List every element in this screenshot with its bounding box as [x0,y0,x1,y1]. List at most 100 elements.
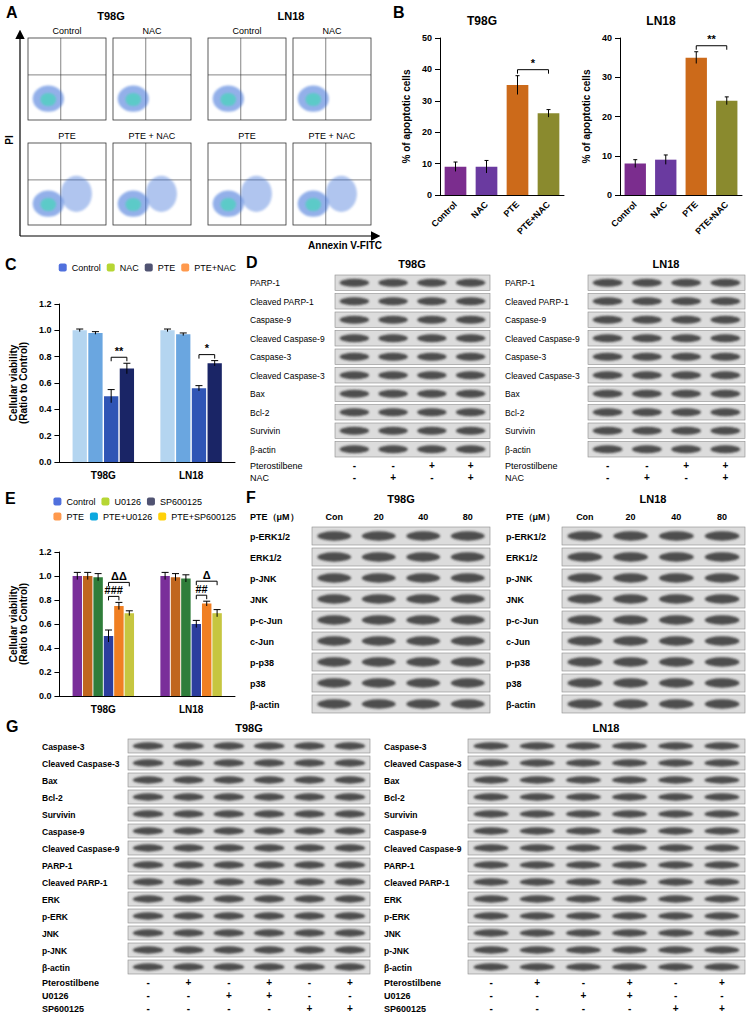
svg-text:Caspase-3: Caspase-3 [42,742,85,752]
svg-text:Bax: Bax [42,776,58,786]
svg-text:Cleaved Caspase-9: Cleaved Caspase-9 [42,844,120,854]
svg-text:10: 10 [422,159,432,169]
svg-text:NAC: NAC [142,26,162,36]
svg-text:LN18: LN18 [179,704,204,715]
svg-text:Survivin: Survivin [42,810,76,820]
svg-text:-: - [489,990,492,1001]
svg-text:+: + [468,472,474,483]
svg-text:PTE+NAC: PTE+NAC [515,199,552,236]
svg-text:PTE: PTE [238,131,256,141]
svg-text:LN18: LN18 [593,722,620,734]
svg-text:LN18: LN18 [653,258,680,270]
svg-text:-: - [489,1003,492,1014]
svg-text:40: 40 [671,512,681,522]
svg-text:JNK: JNK [42,929,60,939]
svg-text:30: 30 [422,96,432,106]
svg-text:Cleaved PARP-1: Cleaved PARP-1 [505,297,569,307]
svg-text:% of apoptotic cells: % of apoptotic cells [581,69,592,163]
svg-text:JNK: JNK [384,929,402,939]
svg-text:*: * [531,57,536,69]
svg-text:Control: Control [429,199,459,229]
svg-text:p38: p38 [506,679,522,689]
svg-text:-: - [536,1003,539,1014]
svg-text:Bcl-2: Bcl-2 [505,408,525,418]
svg-text:Cleaved Caspase-3: Cleaved Caspase-3 [505,371,580,381]
svg-text:+: + [683,460,689,471]
svg-text:ERK: ERK [42,895,61,905]
svg-text:PTE: PTE [502,199,521,218]
svg-text:+: + [722,460,728,471]
svg-text:Survivin: Survivin [505,426,536,436]
svg-text:+: + [534,977,540,988]
svg-text:Con: Con [326,512,344,522]
svg-text:T98G: T98G [467,14,497,28]
svg-text:PTE + NAC: PTE + NAC [309,131,356,141]
svg-text:-: - [582,1003,585,1014]
svg-text:1.2: 1.2 [39,299,52,309]
svg-text:80: 80 [463,512,473,522]
svg-text:JNK: JNK [506,595,525,605]
svg-text:30: 30 [602,72,612,82]
svg-text:p-ERK: p-ERK [384,912,411,922]
svg-text:+: + [307,1003,313,1014]
svg-text:-: - [536,990,539,1001]
svg-text:Pterostilbene: Pterostilbene [384,978,441,988]
svg-text:10: 10 [602,151,612,161]
svg-text:+: + [226,990,232,1001]
svg-text:ERK: ERK [384,895,403,905]
svg-text:SP600125: SP600125 [384,1004,426,1014]
svg-text:LN18: LN18 [646,14,676,28]
svg-text:p-ERK: p-ERK [42,912,69,922]
svg-text:G: G [6,718,18,735]
svg-text:PTE（μM）: PTE（μM） [506,512,555,522]
svg-text:-: - [606,472,609,483]
svg-text:+: + [673,1003,679,1014]
svg-text:p-p38: p-p38 [506,658,530,668]
svg-text:###: ### [105,584,123,596]
svg-text:-: - [606,460,609,471]
svg-text:PTE+U0126: PTE+U0126 [103,512,152,522]
svg-text:U0126: U0126 [42,991,69,1001]
svg-text:NAC: NAC [505,473,525,483]
svg-text:**: ** [707,33,716,45]
svg-text:-: - [227,1003,230,1014]
svg-text:20: 20 [626,512,636,522]
svg-text:**: ** [115,345,124,357]
svg-text:PTE+SP600125: PTE+SP600125 [171,512,236,522]
svg-text:##: ## [195,583,207,595]
svg-text:Bax: Bax [505,389,520,399]
svg-text:-: - [227,977,230,988]
svg-text:Caspase-9: Caspase-9 [505,315,546,325]
svg-text:Cleaved Caspase-3: Cleaved Caspase-3 [384,759,462,769]
svg-text:Caspase-3: Caspase-3 [250,352,291,362]
svg-text:-: - [684,472,687,483]
svg-text:p-JNK: p-JNK [42,946,68,956]
svg-text:T98G: T98G [387,493,415,505]
svg-text:NAC: NAC [120,263,140,273]
svg-text:-: - [308,990,311,1001]
svg-text:Control: Control [72,263,101,273]
svg-text:-: - [645,460,648,471]
svg-text:0.0: 0.0 [39,691,52,701]
svg-text:β-actin: β-actin [42,963,70,973]
svg-text:PTE+NAC: PTE+NAC [194,263,236,273]
svg-text:+: + [347,1003,353,1014]
svg-text:Control: Control [609,199,639,229]
svg-text:Bcl-2: Bcl-2 [384,793,405,803]
svg-text:40: 40 [418,512,428,522]
svg-text:PI: PI [4,135,15,145]
svg-text:SP600125: SP600125 [42,1004,84,1014]
svg-text:p-JNK: p-JNK [506,574,533,584]
svg-text:0: 0 [427,190,432,200]
svg-text:Cleaved Caspase-9: Cleaved Caspase-9 [505,334,580,344]
svg-text:PTE: PTE [158,263,176,273]
svg-text:-: - [720,990,723,1001]
svg-text:NAC: NAC [648,199,669,220]
svg-text:LN18: LN18 [640,493,667,505]
svg-text:Cleaved Caspase-3: Cleaved Caspase-3 [250,371,325,381]
svg-text:0.4: 0.4 [39,643,52,653]
svg-text:Caspase-3: Caspase-3 [505,352,546,362]
svg-text:40: 40 [602,33,612,43]
svg-text:Control: Control [232,26,261,36]
svg-text:Control: Control [66,497,95,507]
